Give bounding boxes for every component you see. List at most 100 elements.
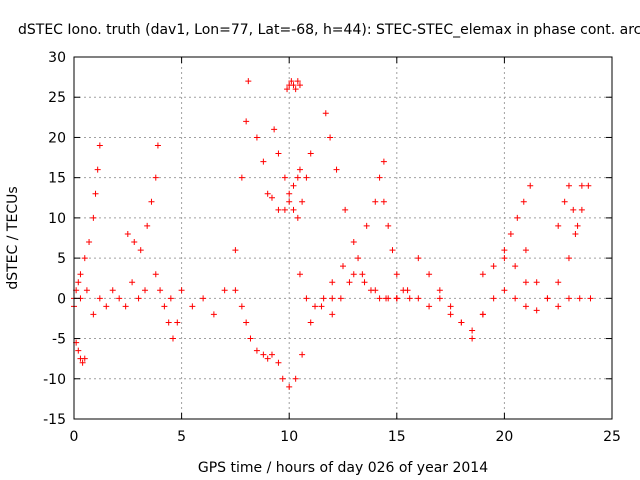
- data-point: [286, 190, 293, 197]
- data-point: [129, 279, 136, 286]
- data-point: [232, 247, 239, 254]
- data-point: [148, 198, 155, 205]
- data-point: [406, 295, 413, 302]
- x-tick-label: 15: [388, 429, 406, 445]
- data-point: [271, 126, 278, 133]
- data-point: [533, 279, 540, 286]
- data-point: [210, 311, 217, 318]
- data-point: [296, 271, 303, 278]
- y-tick-label: 30: [48, 50, 66, 66]
- data-point: [247, 335, 254, 342]
- data-point: [137, 247, 144, 254]
- data-point: [122, 303, 129, 310]
- data-point: [342, 206, 349, 213]
- data-point: [86, 239, 93, 246]
- data-point: [103, 303, 110, 310]
- series-arc-12: [322, 110, 400, 302]
- series-arc-20: [555, 182, 585, 229]
- data-point: [426, 271, 433, 278]
- data-point: [469, 327, 476, 334]
- data-point: [299, 351, 306, 358]
- data-point: [288, 78, 295, 85]
- data-point: [94, 166, 101, 173]
- data-point: [238, 303, 245, 310]
- data-point: [501, 255, 508, 262]
- data-point: [385, 295, 392, 302]
- data-point: [157, 287, 164, 294]
- data-point: [92, 190, 99, 197]
- data-point: [290, 206, 297, 213]
- data-point: [355, 255, 362, 262]
- data-point: [299, 198, 306, 205]
- data-point: [393, 295, 400, 302]
- data-point: [522, 279, 529, 286]
- data-point: [415, 295, 422, 302]
- series-arc-09: [271, 126, 314, 221]
- data-point: [501, 247, 508, 254]
- data-point: [565, 182, 572, 189]
- data-point: [350, 239, 357, 246]
- x-tick-label: 0: [70, 429, 79, 445]
- data-point: [253, 347, 260, 354]
- data-point: [144, 222, 151, 229]
- data-point: [512, 263, 519, 270]
- data-point: [312, 303, 319, 310]
- data-point: [329, 311, 336, 318]
- data-point: [565, 255, 572, 262]
- data-point: [359, 271, 366, 278]
- data-point: [124, 230, 131, 237]
- data-point: [574, 222, 581, 229]
- data-point: [294, 214, 301, 221]
- data-point: [294, 78, 301, 85]
- data-point: [479, 271, 486, 278]
- data-point: [533, 307, 540, 314]
- data-point: [576, 295, 583, 302]
- data-point: [522, 247, 529, 254]
- data-point: [96, 295, 103, 302]
- y-tick-label: -5: [52, 332, 66, 348]
- data-point: [447, 303, 454, 310]
- data-point: [81, 355, 88, 362]
- data-point: [77, 271, 84, 278]
- series-arc-17: [479, 247, 594, 310]
- data-point: [178, 287, 185, 294]
- data-point: [585, 182, 592, 189]
- data-point: [152, 174, 159, 181]
- data-point: [245, 78, 252, 85]
- data-point: [290, 82, 297, 89]
- data-point: [109, 287, 116, 294]
- data-point: [578, 182, 585, 189]
- data-point: [279, 375, 286, 382]
- y-tick-label: 25: [48, 90, 66, 106]
- data-point: [294, 174, 301, 181]
- data-point: [520, 198, 527, 205]
- data-point: [555, 222, 562, 229]
- data-point: [165, 319, 172, 326]
- data-point: [303, 295, 310, 302]
- data-point: [367, 287, 374, 294]
- data-point: [565, 295, 572, 302]
- plot-frame: [73, 56, 613, 420]
- data-point: [243, 118, 250, 125]
- y-tick-label: 15: [48, 171, 66, 187]
- data-point: [404, 287, 411, 294]
- data-point: [376, 174, 383, 181]
- data-point: [81, 255, 88, 262]
- data-point: [303, 174, 310, 181]
- data-point: [131, 239, 138, 246]
- data-point: [329, 279, 336, 286]
- data-point: [587, 295, 594, 302]
- data-point: [142, 287, 149, 294]
- y-axis-label: dSTEC / TECUs: [5, 186, 21, 289]
- x-axis-ticks: 0 5 10 15 20 25: [70, 57, 621, 445]
- series-arc-16: [415, 255, 486, 342]
- data-point: [447, 311, 454, 318]
- data-point: [290, 182, 297, 189]
- data-point: [479, 311, 486, 318]
- data-point: [268, 194, 275, 201]
- data-point: [490, 295, 497, 302]
- x-tick-label: 5: [177, 429, 186, 445]
- data-point: [189, 303, 196, 310]
- data-point: [284, 86, 291, 93]
